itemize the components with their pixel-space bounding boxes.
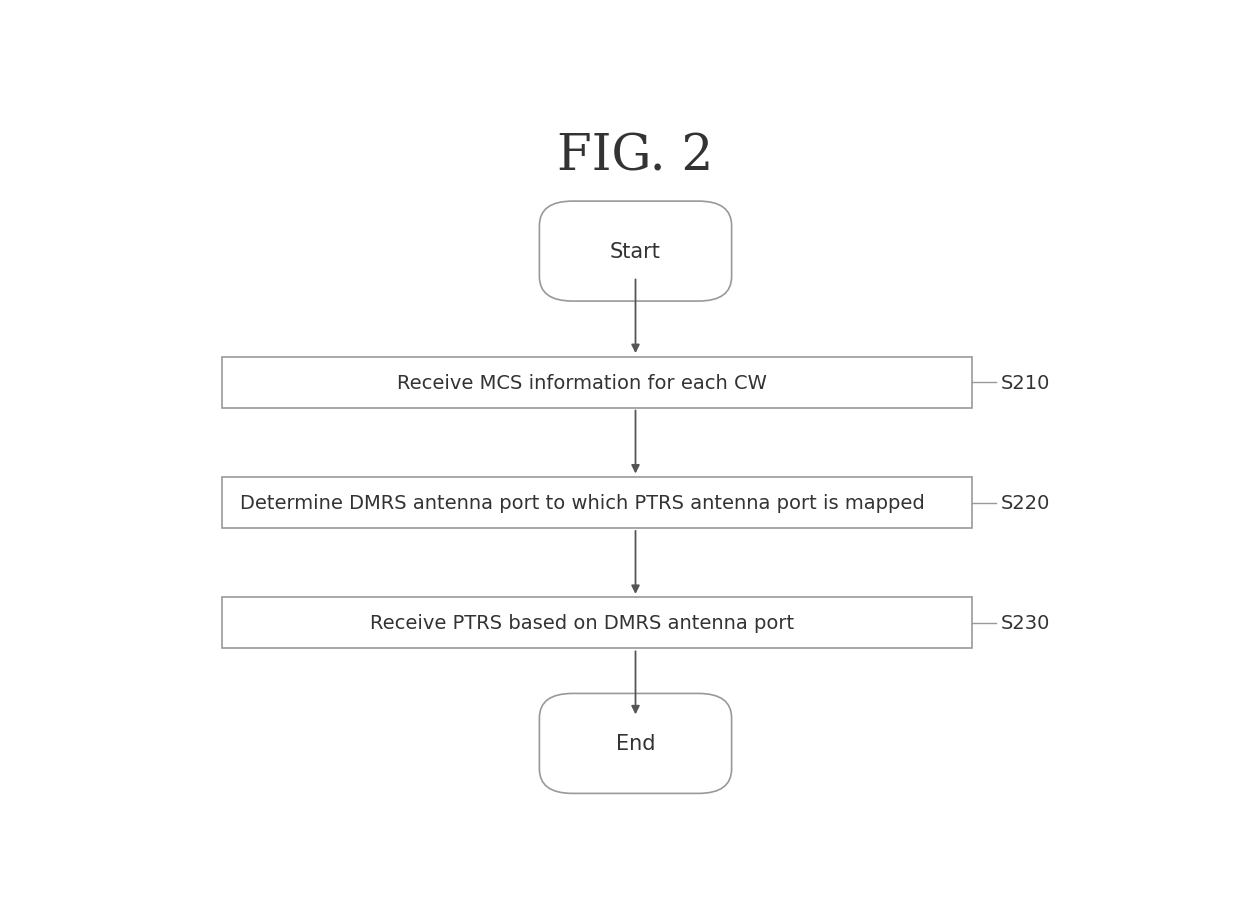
Text: Start: Start <box>610 242 661 262</box>
Text: Determine DMRS antenna port to which PTRS antenna port is mapped: Determine DMRS antenna port to which PTR… <box>239 494 925 513</box>
FancyBboxPatch shape <box>222 598 972 649</box>
Text: S210: S210 <box>1001 373 1050 392</box>
Text: S230: S230 <box>1001 614 1050 633</box>
FancyBboxPatch shape <box>222 478 972 528</box>
FancyBboxPatch shape <box>222 357 972 408</box>
Text: End: End <box>616 733 655 754</box>
Text: Receive MCS information for each CW: Receive MCS information for each CW <box>397 373 768 392</box>
Text: Receive PTRS based on DMRS antenna port: Receive PTRS based on DMRS antenna port <box>370 614 794 633</box>
Text: FIG. 2: FIG. 2 <box>557 131 714 181</box>
FancyBboxPatch shape <box>539 694 732 793</box>
FancyBboxPatch shape <box>539 202 732 301</box>
Text: S220: S220 <box>1001 494 1050 513</box>
